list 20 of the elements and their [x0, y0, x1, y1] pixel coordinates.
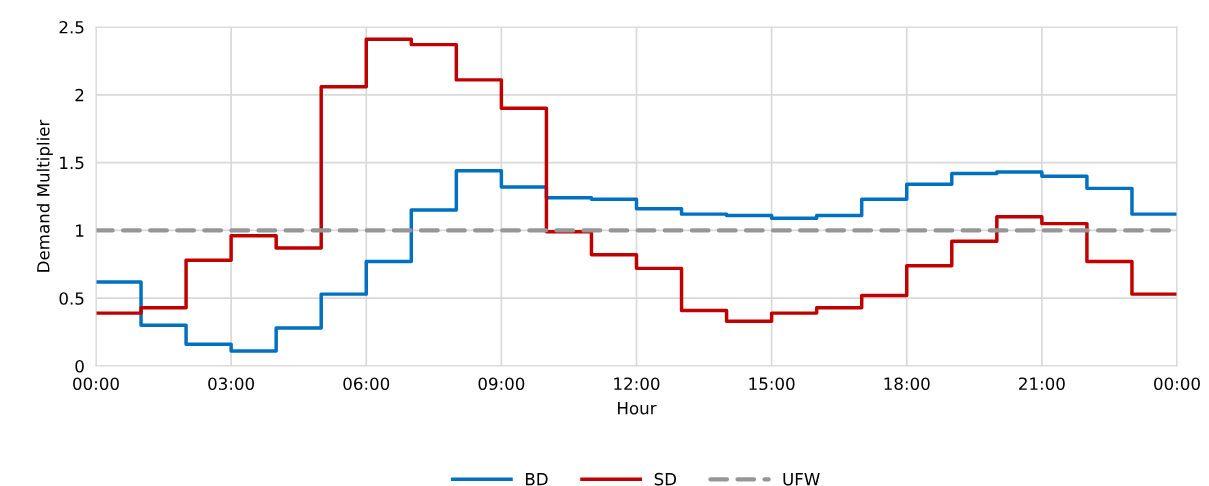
y-tick-label: 2.5 — [59, 20, 84, 34]
legend-label: BD — [526, 473, 548, 486]
x-tick-label: 12:00 — [614, 377, 660, 391]
x-tick-label: 15:00 — [749, 377, 795, 391]
y-tick-label: 0.5 — [59, 292, 84, 305]
legend-label: UFW — [783, 473, 820, 486]
x-tick-label: 18:00 — [884, 377, 930, 391]
x-tick-label: 03:00 — [208, 377, 255, 391]
y-tick-label: 1 — [76, 224, 84, 237]
x-tick-label: 21:00 — [1019, 377, 1065, 391]
x-tick-label: 00:00 — [73, 377, 119, 391]
x-tick-label: 06:00 — [343, 377, 390, 391]
y-tick-label: 0 — [75, 359, 84, 373]
legend-label: SD — [654, 472, 677, 486]
y-tick-label: 1.5 — [60, 156, 84, 170]
x-tick-label: 09:00 — [478, 377, 525, 391]
y-axis-title: Demand Multiplier — [36, 119, 53, 272]
x-tick-label: 00:00 — [1154, 377, 1200, 391]
x-axis-title: Hour — [618, 402, 657, 415]
y-tick-label: 2 — [75, 88, 84, 102]
